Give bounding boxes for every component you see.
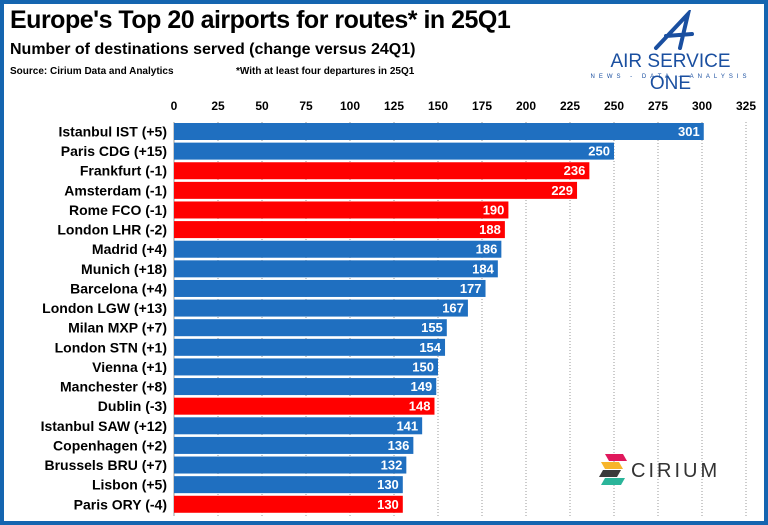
category-label: Paris ORY (-4) — [74, 496, 167, 512]
bar — [174, 260, 498, 278]
bar — [174, 221, 505, 239]
data-label: 236 — [564, 163, 586, 178]
air-service-one-logo: AIR SERVICE ONE NEWS - DATA - ANALYSIS — [588, 7, 753, 94]
data-label: 250 — [588, 144, 610, 159]
bar — [174, 142, 614, 160]
category-label: Lisbon (+5) — [92, 477, 167, 493]
data-label: 132 — [381, 458, 403, 473]
data-label: 148 — [409, 399, 431, 414]
x-tick-label: 75 — [299, 99, 313, 113]
bar — [174, 495, 403, 513]
category-label: Istanbul IST (+5) — [58, 124, 167, 140]
category-label: Dublin (-3) — [98, 398, 167, 414]
bar — [174, 123, 704, 140]
cirium-wordmark: CIRIUM — [631, 460, 721, 482]
bar-chart: 0 25 50 75 100 125 150 175 200 225 250 275 300 325 301… — [41, 99, 756, 516]
data-label: 167 — [442, 301, 464, 316]
category-label: Frankfurt (-1) — [80, 163, 167, 179]
bar — [174, 456, 407, 474]
air-service-one-name: AIR SERVICE ONE — [610, 51, 731, 94]
category-label: Amsterdam (-1) — [64, 182, 167, 198]
bar — [174, 378, 437, 396]
x-tick-label: 225 — [560, 99, 580, 113]
category-label: Barcelona (+4) — [70, 280, 167, 296]
category-label: London LGW (+13) — [42, 300, 167, 316]
x-tick-label: 275 — [648, 99, 668, 113]
bar — [174, 279, 486, 297]
data-label: 184 — [472, 261, 494, 276]
bar — [174, 240, 502, 258]
bar — [174, 397, 435, 415]
bar — [174, 319, 447, 337]
x-tick-label: 100 — [340, 99, 360, 113]
data-label: 149 — [411, 379, 433, 394]
data-label: 190 — [483, 202, 505, 217]
category-label: Brussels BRU (+7) — [44, 457, 167, 473]
bar — [174, 436, 414, 454]
bar — [174, 162, 590, 180]
data-label: 229 — [551, 183, 573, 198]
bar — [174, 338, 446, 356]
category-label: Vienna (+1) — [92, 359, 167, 375]
data-label: 155 — [421, 320, 443, 335]
bar — [174, 417, 423, 435]
cirium-logo: CIRIUM — [599, 452, 739, 492]
data-label: 154 — [419, 340, 441, 355]
category-label: London STN (+1) — [55, 339, 167, 355]
bar — [174, 181, 578, 199]
category-label: Munich (+18) — [81, 261, 167, 277]
bar — [174, 299, 468, 317]
data-label: 301 — [678, 124, 700, 139]
bar — [174, 358, 438, 376]
bar — [174, 201, 509, 219]
data-label: 130 — [377, 477, 399, 492]
x-tick-label: 200 — [516, 99, 536, 113]
chart-title: Europe's Top 20 airports for routes* in … — [10, 6, 511, 34]
air-service-one-tagline: NEWS - DATA - ANALYSIS — [590, 74, 751, 80]
x-tick-label: 300 — [692, 99, 712, 113]
data-label: 188 — [479, 222, 501, 237]
x-tick-label: 150 — [428, 99, 448, 113]
bar — [174, 476, 403, 494]
x-tick-label: 175 — [472, 99, 492, 113]
x-tick-label: 0 — [171, 99, 178, 113]
data-label: 136 — [388, 438, 410, 453]
category-label: Paris CDG (+15) — [61, 143, 167, 159]
x-tick-label: 50 — [255, 99, 269, 113]
category-label: Milan MXP (+7) — [68, 320, 167, 336]
cirium-mark-icon — [599, 454, 627, 485]
category-label: Istanbul SAW (+12) — [41, 418, 167, 434]
x-tick-label: 25 — [211, 99, 225, 113]
data-label: 141 — [396, 418, 418, 433]
source-note: Source: Cirium Data and Analytics — [10, 66, 174, 77]
category-label: Copenhagen (+2) — [53, 437, 167, 453]
air-service-one-a-icon — [654, 7, 694, 50]
category-label: Madrid (+4) — [92, 241, 167, 257]
category-label: Rome FCO (-1) — [69, 202, 167, 218]
x-tick-label: 325 — [736, 99, 756, 113]
chart-subtitle: Number of destinations served (change ve… — [10, 41, 416, 58]
category-label: Manchester (+8) — [60, 379, 167, 395]
footnote: *With at least four departures in 25Q1 — [236, 66, 415, 77]
data-label: 177 — [460, 281, 482, 296]
category-label: London LHR (-2) — [57, 222, 167, 238]
x-tick-label: 250 — [604, 99, 624, 113]
data-label: 130 — [377, 497, 399, 512]
data-label: 150 — [412, 359, 434, 374]
x-tick-label: 125 — [384, 99, 404, 113]
data-label: 186 — [476, 242, 498, 257]
